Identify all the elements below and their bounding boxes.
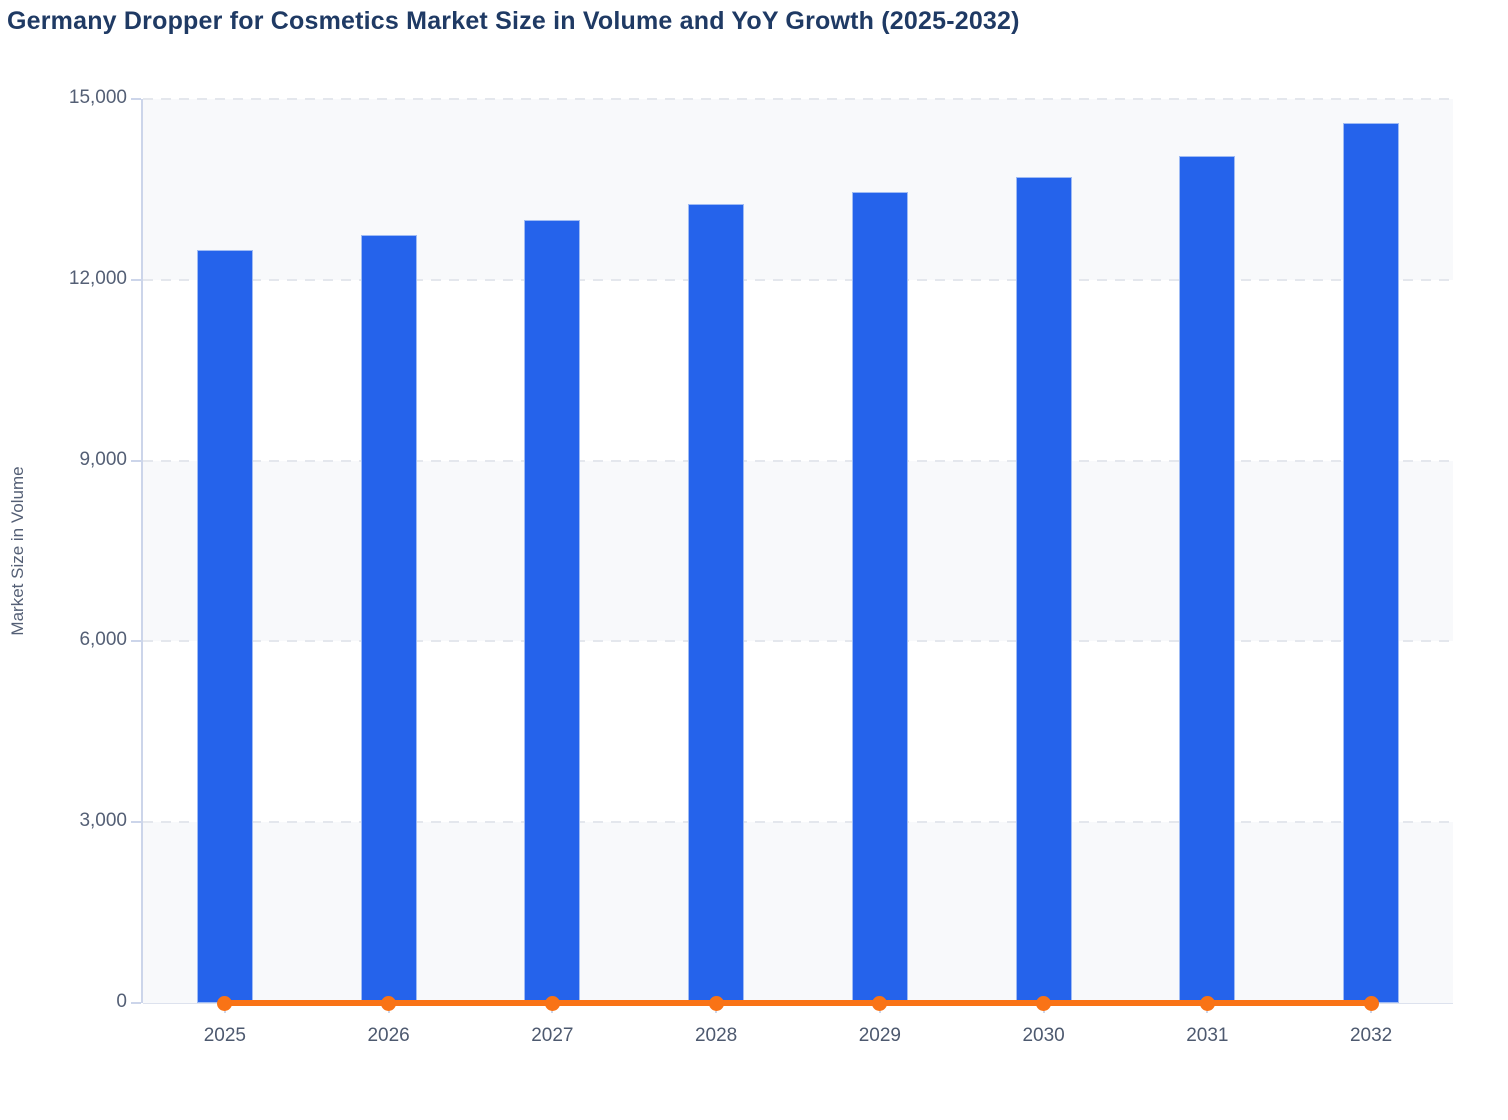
y-tick: [131, 278, 141, 281]
grid-band: [143, 822, 1453, 1003]
grid-line: [143, 459, 1453, 462]
grid-line: [143, 640, 1453, 643]
x-tick-label: 2029: [858, 1025, 902, 1046]
grid-line: [143, 278, 1453, 281]
x-tick-label: 2028: [694, 1025, 738, 1046]
bar[interactable]: [851, 192, 908, 1003]
grid-band: [143, 99, 1453, 280]
bar[interactable]: [1343, 123, 1400, 1003]
bar[interactable]: [688, 204, 745, 1003]
x-tick-label: 2030: [1022, 1025, 1065, 1046]
x-tick-label: 2032: [1349, 1025, 1393, 1046]
bar[interactable]: [196, 249, 253, 1003]
y-tick-label: 6,000: [79, 629, 127, 651]
bar[interactable]: [360, 234, 417, 1003]
y-tick-label: 12,000: [68, 267, 127, 289]
yoy-marker[interactable]: [544, 995, 560, 1011]
yoy-marker[interactable]: [1199, 995, 1215, 1011]
y-tick: [131, 821, 141, 824]
x-tick-label: 2031: [1186, 1025, 1229, 1046]
x-tick-label: 2027: [531, 1025, 574, 1046]
y-axis-title: Market Size in Volume: [8, 466, 27, 636]
yoy-marker[interactable]: [872, 995, 888, 1011]
y-tick: [131, 640, 141, 643]
yoy-line: [224, 1000, 1372, 1006]
y-tick-label: 9,000: [79, 448, 127, 470]
y-tick-label: 15,000: [68, 87, 127, 108]
y-tick: [131, 98, 141, 100]
bar[interactable]: [524, 219, 581, 1003]
yoy-marker[interactable]: [708, 995, 724, 1011]
chart-title: Germany Dropper for Cosmetics Market Siz…: [7, 7, 1020, 35]
bar[interactable]: [1015, 177, 1072, 1003]
grid-line: [143, 98, 1453, 100]
plot-area: 0 3,000 6,000 9,000 12,000 15,000 2025 2026 2027…: [69, 87, 1453, 1046]
y-tick-label: 3,000: [79, 810, 127, 832]
yoy-marker[interactable]: [1036, 995, 1052, 1011]
x-tick-label: 2026: [367, 1025, 410, 1046]
y-tick-label: 0: [116, 991, 127, 1012]
y-tick: [131, 459, 141, 462]
y-axis-line: [141, 99, 143, 1003]
yoy-marker[interactable]: [217, 995, 233, 1011]
grid-line: [143, 821, 1453, 824]
yoy-marker[interactable]: [381, 995, 397, 1011]
x-tick-label: 2025: [203, 1025, 247, 1046]
grid-band: [143, 460, 1453, 642]
bar[interactable]: [1179, 156, 1236, 1003]
yoy-marker[interactable]: [1363, 995, 1379, 1011]
y-tick: [131, 1002, 141, 1004]
